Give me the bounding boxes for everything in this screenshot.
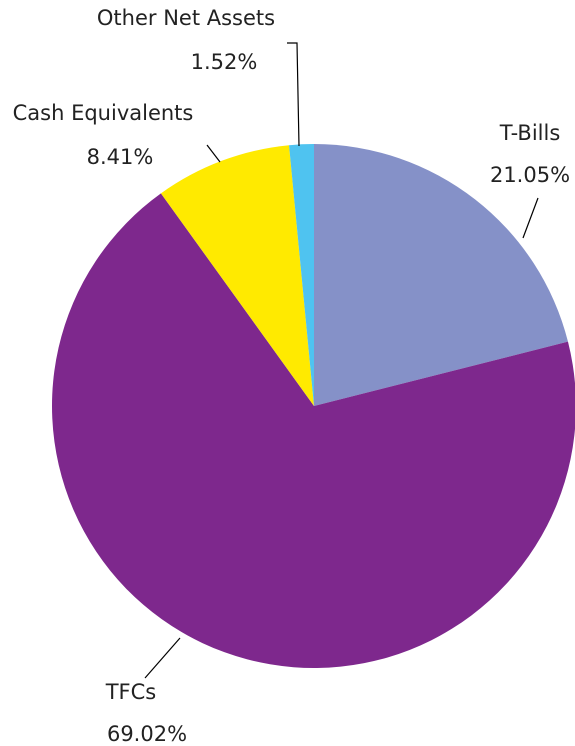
- pie-slices: [52, 144, 575, 668]
- pie-slice-t-bills: [314, 144, 568, 406]
- slice-name-tfcs: TFCs: [105, 680, 157, 704]
- leader-line-tfcs: [144, 637, 181, 679]
- pie-labels: T-Bills 21.05% TFCs 69.02% Cash Equivalents 8…: [13, 6, 570, 746]
- leader-line-other-net-assets: [287, 42, 300, 147]
- leader-line-t-bills: [522, 197, 539, 239]
- leader-line-cash-equivalents: [206, 144, 221, 163]
- slice-value-cash-equivalents: 8.41%: [87, 145, 154, 169]
- slice-value-t-bills: 21.05%: [490, 163, 570, 187]
- pie-slice-cash-equivalents: [160, 145, 314, 406]
- slice-value-tfcs: 69.02%: [107, 722, 187, 746]
- slice-name-other-net-assets: Other Net Assets: [97, 6, 275, 30]
- slice-name-cash-equivalents: Cash Equivalents: [13, 101, 194, 125]
- slice-value-other-net-assets: 1.52%: [191, 50, 258, 74]
- slice-name-t-bills: T-Bills: [499, 121, 561, 145]
- pie-slice-other-net-assets: [289, 144, 314, 406]
- pie-slice-tfcs: [52, 193, 575, 668]
